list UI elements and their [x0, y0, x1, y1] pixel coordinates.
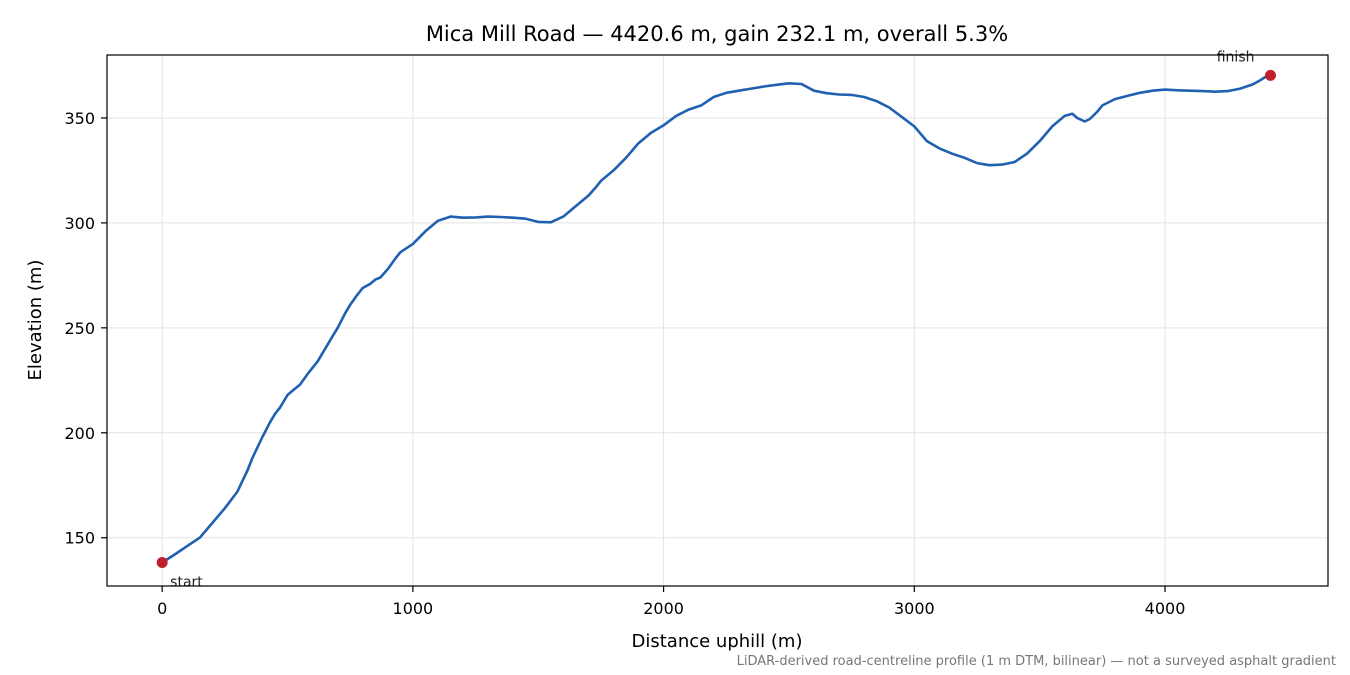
grid-lines — [107, 55, 1328, 586]
finish-annotation: finish — [1217, 49, 1255, 65]
footnote: LiDAR-derived road-centreline profile (1… — [737, 654, 1336, 669]
y-tick-label: 250 — [64, 319, 95, 338]
chart-title: Mica Mill Road — 4420.6 m, gain 232.1 m,… — [426, 22, 1008, 46]
start-marker — [156, 556, 168, 568]
plot-frame — [106, 54, 1329, 587]
finish-marker — [1264, 69, 1276, 81]
axis-ticks: 0 1000 2000 3000 4000 150 200 250 300 350 — [64, 109, 1185, 618]
y-axis-label: Elevation (m) — [25, 260, 46, 381]
x-tick-label: 3000 — [894, 599, 935, 618]
y-tick-label: 150 — [64, 529, 95, 548]
x-tick-label: 0 — [157, 599, 167, 618]
x-tick-label: 1000 — [393, 599, 434, 618]
elevation-series-line — [160, 74, 1272, 564]
x-tick-label: 2000 — [643, 599, 684, 618]
start-annotation: start — [170, 574, 203, 590]
y-tick-label: 350 — [64, 109, 95, 128]
x-axis-label: Distance uphill (m) — [632, 631, 803, 652]
y-tick-label: 200 — [64, 424, 95, 443]
plot-area: start finish — [156, 49, 1276, 590]
y-tick-label: 300 — [64, 214, 95, 233]
x-tick-label: 4000 — [1145, 599, 1186, 618]
